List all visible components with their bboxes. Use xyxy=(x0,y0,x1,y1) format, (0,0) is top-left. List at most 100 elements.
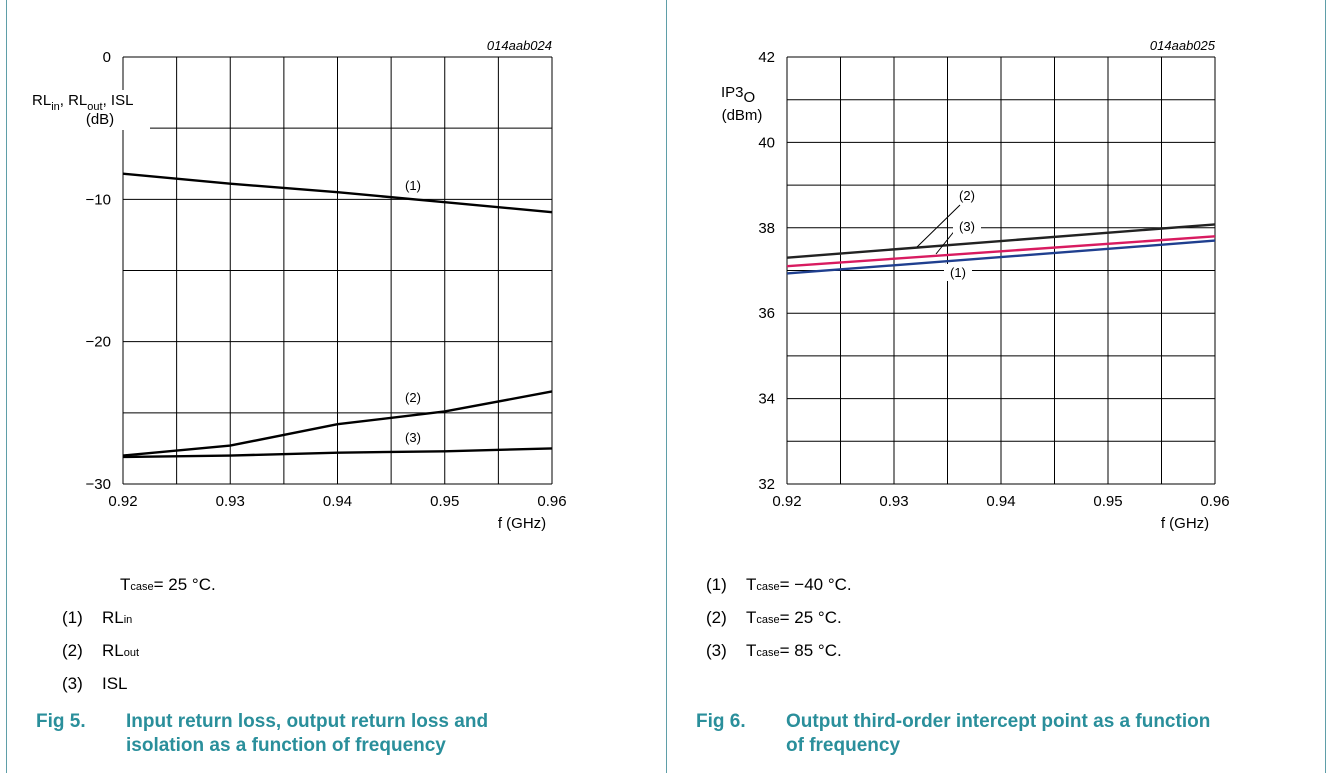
legend-num: (2) xyxy=(706,608,727,627)
legend-tail: = 25 °C. xyxy=(779,608,842,627)
panel-divider xyxy=(1325,0,1326,773)
legend-sub: in xyxy=(123,614,133,626)
legend-num: (1) xyxy=(706,575,727,594)
legend-sub: case xyxy=(756,581,780,593)
x-tick-label: 0.93 xyxy=(216,493,245,510)
series-leader-line xyxy=(935,228,957,255)
y-axis-label-part: O xyxy=(744,89,756,106)
legend-num: (2) xyxy=(62,641,83,660)
series-line xyxy=(122,172,553,214)
fig5-condition-sub: case xyxy=(130,581,154,593)
y-tick-label: 38 xyxy=(758,220,775,237)
legend-sub: out xyxy=(123,647,140,659)
legend-main: T xyxy=(746,575,757,594)
legend-tail: = 85 °C. xyxy=(779,641,842,660)
series-label: (3) xyxy=(959,219,975,234)
figure-code: 014aab025 xyxy=(1150,38,1216,53)
series-label-bg xyxy=(399,177,427,195)
series-label-bg xyxy=(944,264,972,281)
legend-item: (2) RL out xyxy=(62,641,139,674)
fig6-caption: Fig 6. Output third-order intercept point… xyxy=(696,710,1210,758)
series-label-bg xyxy=(953,218,981,235)
x-tick-label: 0.95 xyxy=(430,493,459,510)
legend-main: ISL xyxy=(102,674,128,693)
series-label: (1) xyxy=(950,265,966,280)
panel-divider xyxy=(666,0,667,773)
fig5-condition-prefix: T xyxy=(120,575,131,594)
x-tick-label: 0.96 xyxy=(537,493,566,510)
y-tick-label: 32 xyxy=(758,476,775,493)
legend-item: (1) RL in xyxy=(62,608,139,641)
y-axis-label: IP3O xyxy=(721,84,755,106)
x-tick-label: 0.95 xyxy=(1093,493,1122,510)
legend-main: RL xyxy=(102,641,124,660)
x-tick-label: 0.92 xyxy=(772,493,801,510)
x-tick-label: 0.94 xyxy=(323,493,352,510)
y-axis-label-part: RL xyxy=(32,92,51,109)
fig5-caption-title-2: isolation as a function of frequency xyxy=(126,735,446,756)
x-axis-label: f (GHz) xyxy=(498,515,546,532)
x-tick-label: 0.92 xyxy=(108,493,137,510)
legend-tail: = −40 °C. xyxy=(779,575,852,594)
fig5-legend-items: (1) RL in (2) RL out (3) ISL xyxy=(62,608,139,707)
y-axis-label-part: out xyxy=(87,101,102,113)
y-axis-label-part: , RL xyxy=(60,92,88,109)
y-axis-label-part: in xyxy=(51,101,60,113)
series-line xyxy=(786,235,1216,268)
x-tick-label: 0.96 xyxy=(1200,493,1229,510)
series-label: (2) xyxy=(405,390,421,405)
legend-num: (1) xyxy=(62,608,83,627)
x-tick-label: 0.94 xyxy=(986,493,1015,510)
fig6-caption-title-1: Output third-order intercept point as a … xyxy=(786,711,1211,732)
series-line xyxy=(122,447,553,459)
fig5-caption-title-1: Input return loss, output return loss an… xyxy=(126,711,489,732)
y-tick-label: −20 xyxy=(86,334,111,351)
legend-main: RL xyxy=(102,608,124,627)
y-tick-label: 0 xyxy=(103,49,111,66)
y-tick-label: 42 xyxy=(758,49,775,66)
x-axis-label: f (GHz) xyxy=(1161,515,1209,532)
series-label-bg xyxy=(953,187,981,204)
y-axis-label-bg xyxy=(30,90,150,130)
series-line xyxy=(786,223,1216,259)
fig5-caption: Fig 5. Input return loss, output return l… xyxy=(36,710,488,758)
y-axis-unit: (dBm) xyxy=(722,107,763,124)
series-label: (2) xyxy=(959,188,975,203)
figure-code: 014aab024 xyxy=(487,38,552,53)
y-axis-label-part: , ISL xyxy=(103,92,134,109)
y-axis-label-bg xyxy=(710,75,780,130)
series-leader-line xyxy=(916,204,961,248)
legend-num: (3) xyxy=(706,641,727,660)
y-axis-label: RLin, RLout, ISL xyxy=(32,92,133,113)
fig5-condition-text: = 25 °C. xyxy=(153,575,216,594)
x-tick-label: 0.93 xyxy=(879,493,908,510)
y-axis-label-part: IP3 xyxy=(721,84,744,101)
y-tick-label: −10 xyxy=(86,191,111,208)
y-tick-label: 34 xyxy=(758,391,775,408)
y-tick-label: −30 xyxy=(86,476,111,493)
fig6-caption-title-2: of frequency xyxy=(786,735,901,756)
fig6-caption-number: Fig 6. xyxy=(696,711,746,732)
fig5-caption-number: Fig 5. xyxy=(36,711,86,732)
series-label-bg xyxy=(399,429,427,447)
legend-num: (3) xyxy=(62,674,83,693)
legend-main: T xyxy=(746,641,757,660)
series-label: (3) xyxy=(405,430,421,445)
series-line xyxy=(786,239,1216,275)
legend-main: T xyxy=(746,608,757,627)
legend-sub: case xyxy=(756,614,780,626)
y-tick-label: 40 xyxy=(758,134,775,151)
panel-divider xyxy=(6,0,7,773)
series-label-bg xyxy=(399,389,427,407)
series-line xyxy=(122,390,553,457)
legend-item: (3) ISL xyxy=(62,674,139,707)
legend-sub: case xyxy=(756,647,780,659)
y-axis-unit: (dB) xyxy=(86,111,114,128)
